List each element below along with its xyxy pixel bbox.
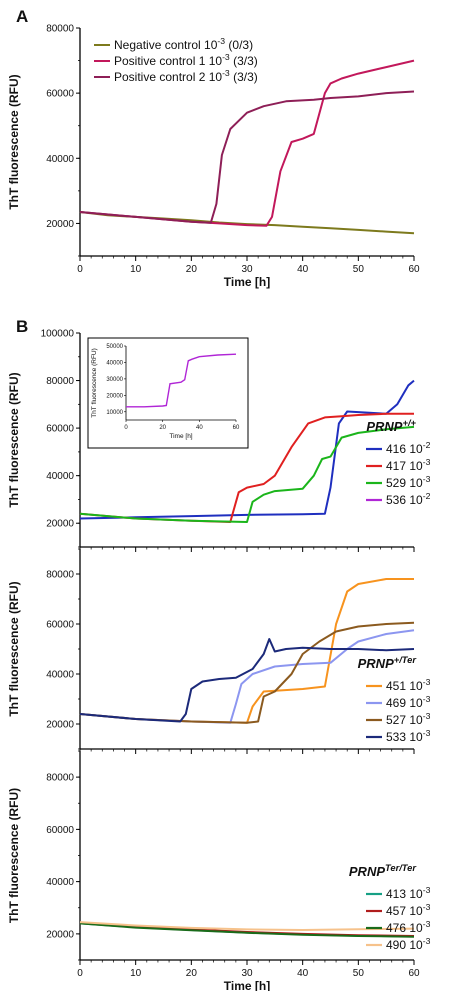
inset-y-tick-label-0: 10000 [106, 410, 123, 416]
legend-label-M-0: 451 10-3 [386, 677, 431, 693]
series-line-Bt-3 [79, 921, 415, 931]
x-tick-label-Bt-5: 50 [353, 968, 365, 979]
y-tick-label-M-1: 40000 [46, 670, 74, 681]
y-tick-label-T-0: 20000 [46, 519, 74, 530]
x-tick-label-A-4: 40 [297, 264, 309, 275]
legend-label-Bt-1: 457 10-3 [386, 902, 431, 918]
legend-label-M-2: 527 10-3 [386, 711, 431, 727]
inset-x-tick-label-2: 40 [196, 425, 203, 431]
legend-label-T-0: 416 10-2 [386, 440, 431, 456]
series-line-A-1 [79, 59, 415, 227]
y-tick-label-Bt-2: 60000 [46, 825, 74, 836]
x-tick-label-A-1: 10 [130, 264, 142, 275]
y-tick-label-Bt-0: 20000 [46, 929, 74, 940]
y-tick-label-A-3: 80000 [46, 24, 74, 35]
y-tick-label-T-2: 60000 [46, 424, 74, 435]
legend-label-T-2: 529 10-3 [386, 474, 431, 490]
legend-label-A-1: Positive control 1 10-3 (3/3) [114, 52, 258, 68]
y-tick-label-A-2: 60000 [46, 89, 74, 100]
legend-label-M-3: 533 10-3 [386, 728, 431, 744]
series-line-M-3 [79, 638, 415, 723]
y-axis-title-M: ThT fluorescence (RFU) [7, 581, 21, 716]
x-tick-label-A-3: 30 [241, 264, 253, 275]
genotype-label-Bt: PRNPTer/Ter [349, 863, 417, 879]
legend-label-T-3: 536 10-2 [386, 491, 431, 507]
legend-label-Bt-2: 476 10-3 [386, 919, 431, 935]
genotype-label-M: PRNP+/Ter [358, 655, 418, 671]
x-tick-label-A-2: 20 [186, 264, 198, 275]
legend-label-Bt-3: 490 10-3 [386, 936, 431, 952]
series-line-A-0 [79, 211, 415, 235]
y-tick-label-A-1: 40000 [46, 154, 74, 165]
legend-label-A-0: Negative control 10-3 (0/3) [114, 36, 253, 52]
legend-label-T-1: 417 10-3 [386, 457, 431, 473]
y-tick-label-A-0: 20000 [46, 219, 74, 230]
series-line-A-2 [79, 90, 415, 224]
y-axis-title-Bt: ThT fluorescence (RFU) [7, 788, 21, 923]
y-tick-label-T-4: 100000 [41, 329, 75, 340]
x-axis-title-A: Time [h] [224, 275, 270, 289]
inset-y-tick-label-1: 20000 [106, 393, 123, 399]
inset-y-axis-title: ThT fluorescence (RFU) [91, 348, 98, 418]
inset-x-axis-title: Time [h] [169, 433, 192, 440]
x-tick-label-A-6: 60 [408, 264, 420, 275]
x-tick-label-A-0: 0 [77, 264, 83, 275]
y-tick-label-Bt-1: 40000 [46, 877, 74, 888]
x-tick-label-Bt-6: 60 [408, 968, 420, 979]
inset-chart: 10000 20000 30000 40000 50000 0 20 40 60 Time [h]… [87, 337, 249, 449]
series-line-T-2 [79, 425, 415, 523]
y-axis-title-A: ThT fluorescence (RFU) [7, 74, 21, 209]
panel-label-A: A [16, 7, 28, 26]
inset-series-line [126, 353, 237, 408]
y-tick-label-M-0: 20000 [46, 720, 74, 731]
y-tick-label-T-3: 80000 [46, 376, 74, 387]
legend-label-Bt-0: 413 10-3 [386, 885, 431, 901]
inset-y-tick-label-2: 30000 [106, 377, 123, 383]
y-axis-title-T: ThT fluorescence (RFU) [7, 372, 21, 507]
y-tick-label-M-2: 60000 [46, 620, 74, 631]
series-line-M-2 [79, 621, 415, 724]
series-line-M-1 [79, 629, 415, 724]
x-axis-title-Bt: Time [h] [224, 979, 270, 991]
legend-label-M-1: 469 10-3 [386, 694, 431, 710]
legend-label-A-2: Positive control 2 10-3 (3/3) [114, 68, 258, 84]
genotype-label-T: PRNP+/+ [366, 418, 416, 434]
inset-x-tick-label-3: 60 [233, 425, 240, 431]
inset-x-tick-label-0: 0 [124, 425, 128, 431]
y-tick-label-Bt-3: 80000 [46, 773, 74, 784]
x-tick-label-Bt-4: 40 [297, 968, 309, 979]
series-line-T-0 [79, 379, 415, 520]
x-tick-label-Bt-1: 10 [130, 968, 142, 979]
x-tick-label-A-5: 50 [353, 264, 365, 275]
inset-x-tick-label-1: 20 [159, 425, 166, 431]
y-tick-label-M-3: 80000 [46, 570, 74, 581]
x-tick-label-Bt-2: 20 [186, 968, 198, 979]
y-tick-label-T-1: 40000 [46, 471, 74, 482]
x-tick-label-Bt-0: 0 [77, 968, 83, 979]
x-tick-label-Bt-3: 30 [241, 968, 253, 979]
inset-y-tick-label-4: 50000 [106, 344, 123, 350]
panel-label-B: B [16, 317, 28, 336]
inset-y-tick-label-3: 40000 [106, 360, 123, 366]
series-line-Bt-2 [79, 922, 415, 938]
series-line-M-0 [79, 578, 414, 724]
